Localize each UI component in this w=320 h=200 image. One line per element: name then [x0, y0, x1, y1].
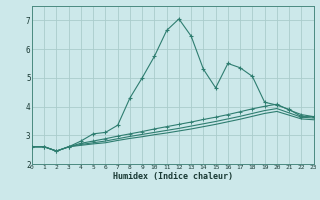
X-axis label: Humidex (Indice chaleur): Humidex (Indice chaleur) — [113, 172, 233, 181]
